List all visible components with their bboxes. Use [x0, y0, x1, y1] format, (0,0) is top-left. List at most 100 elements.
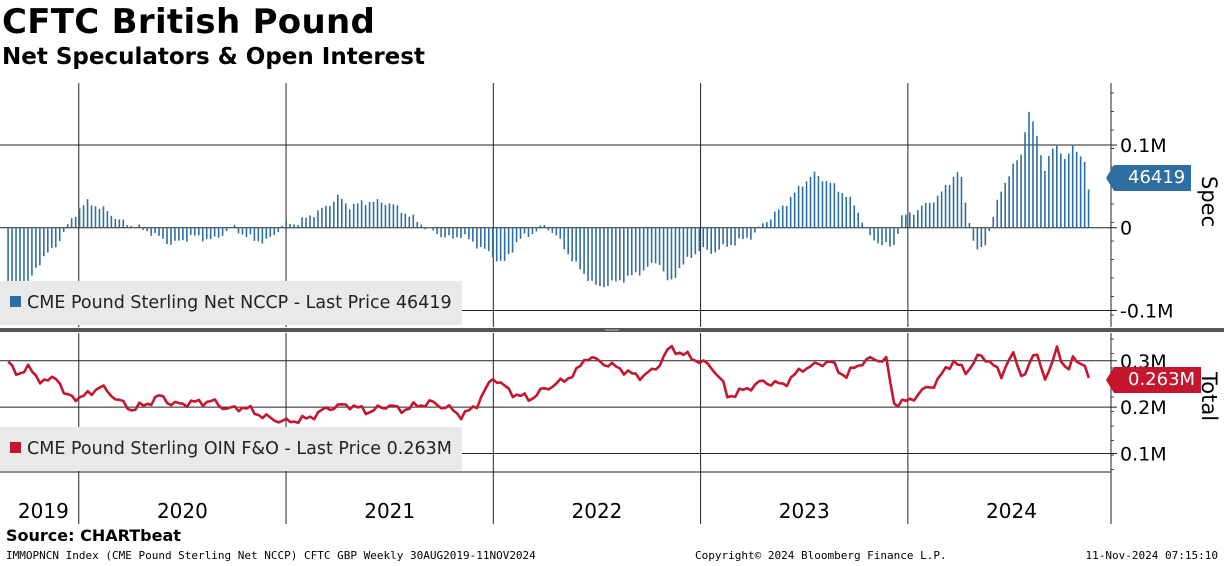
spec-bar — [845, 196, 848, 228]
spec-bar — [309, 215, 311, 228]
spec-bar — [392, 204, 395, 228]
spec-bar — [209, 227, 212, 240]
spec-bar — [595, 227, 597, 285]
spec-bar — [638, 227, 641, 276]
spec-bar — [483, 227, 486, 249]
spec-bar — [1052, 148, 1054, 228]
spec-bar — [746, 227, 748, 238]
footer-index-info: IMMOPNCN Index (CME Pound Sterling Net N… — [6, 549, 536, 562]
spec-bar — [106, 211, 109, 228]
spec-bar — [730, 227, 732, 246]
spec-bar — [277, 227, 280, 233]
spec-bar — [642, 227, 645, 271]
spec-bar — [829, 182, 832, 228]
footer-timestamp: 11-Nov-2024 07:15:10 — [1085, 549, 1218, 562]
spec-bar — [615, 227, 617, 282]
spec-bar — [714, 227, 716, 253]
spec-bar — [769, 219, 772, 228]
spec-bar — [416, 222, 419, 228]
spec-bar — [404, 213, 407, 228]
spec-bar — [54, 227, 57, 248]
spec-bar — [201, 227, 204, 242]
spec-bar — [670, 227, 673, 280]
spec-bar — [722, 227, 724, 245]
spec-bar — [221, 227, 224, 236]
spec-bar — [519, 227, 522, 239]
spec-bar — [932, 202, 935, 228]
spec-bar — [972, 227, 975, 241]
spec-bar — [1020, 154, 1022, 228]
spec-bar — [690, 227, 693, 259]
spec-bar — [464, 227, 466, 235]
spec-bar — [225, 227, 228, 231]
spec-bar — [968, 222, 971, 228]
spec-bar — [698, 227, 701, 252]
spec-bar — [718, 227, 720, 250]
spec-bar — [400, 212, 403, 228]
spec-bar — [785, 206, 788, 228]
spec-bar — [102, 206, 105, 228]
spec-bar — [193, 227, 196, 236]
spec-bar — [1087, 189, 1090, 228]
spec-bar — [174, 227, 176, 241]
spec-bar — [90, 205, 93, 228]
spec-bar — [893, 227, 895, 245]
spec-bar — [39, 227, 41, 266]
spec-bar — [948, 185, 951, 228]
spec-bar — [142, 227, 144, 230]
spec-bar — [273, 227, 276, 236]
spec-bar — [1079, 156, 1082, 228]
spec-bar — [376, 199, 379, 228]
spec-bar — [964, 202, 967, 228]
spec-bar — [7, 227, 9, 303]
spec-bar — [889, 227, 891, 247]
spec-bar — [988, 227, 991, 232]
spec-bar — [750, 227, 752, 240]
spec-bar — [337, 194, 339, 228]
spec-bar — [1032, 121, 1034, 228]
spec-bar — [487, 227, 490, 252]
chart-subtitle: Net Speculators & Open Interest — [2, 44, 425, 70]
spec-bar — [952, 176, 955, 228]
spec-bar — [662, 227, 665, 272]
spec-bar — [976, 227, 979, 250]
spec-bar — [480, 227, 482, 248]
spec-bar — [293, 224, 295, 228]
spec-bar — [571, 227, 573, 262]
spec-bar — [495, 227, 498, 262]
spec-bar — [901, 215, 903, 228]
spec-bar — [885, 227, 887, 243]
spec-bar — [114, 218, 117, 228]
spec-bar — [146, 227, 148, 232]
spec-bar — [257, 227, 260, 242]
spec-bar — [841, 192, 844, 228]
spec-bar — [1004, 182, 1006, 228]
spec-bar — [559, 227, 562, 239]
spec-bar — [682, 227, 685, 265]
spec-bar — [317, 210, 319, 228]
spec-bar — [162, 227, 164, 239]
spec-bar — [78, 208, 81, 228]
spec-bar — [1059, 153, 1062, 228]
x-tick-label: 2021 — [364, 499, 415, 523]
spec-bar — [47, 227, 49, 253]
spec-bar — [364, 204, 367, 228]
spec-bar — [1040, 155, 1042, 228]
spec-bar — [70, 218, 73, 228]
spec-bar — [960, 176, 963, 228]
spec-bar — [360, 200, 363, 228]
spec-ytick-label: 0.1M — [1120, 135, 1167, 157]
spec-bar — [793, 192, 796, 228]
spec-bar — [23, 227, 25, 292]
spec-bar — [86, 199, 89, 228]
spec-bar — [408, 216, 411, 228]
spec-bar — [944, 185, 947, 228]
spec-bars — [7, 111, 1090, 303]
spec-bar — [555, 227, 558, 236]
footer-copyright: Copyright© 2024 Bloomberg Finance L.P. — [695, 549, 947, 562]
spec-bar — [1016, 160, 1018, 228]
spec-bar — [916, 210, 919, 228]
spec-bar — [118, 219, 121, 228]
spec-bar — [909, 212, 911, 228]
spec-bar — [623, 227, 625, 283]
